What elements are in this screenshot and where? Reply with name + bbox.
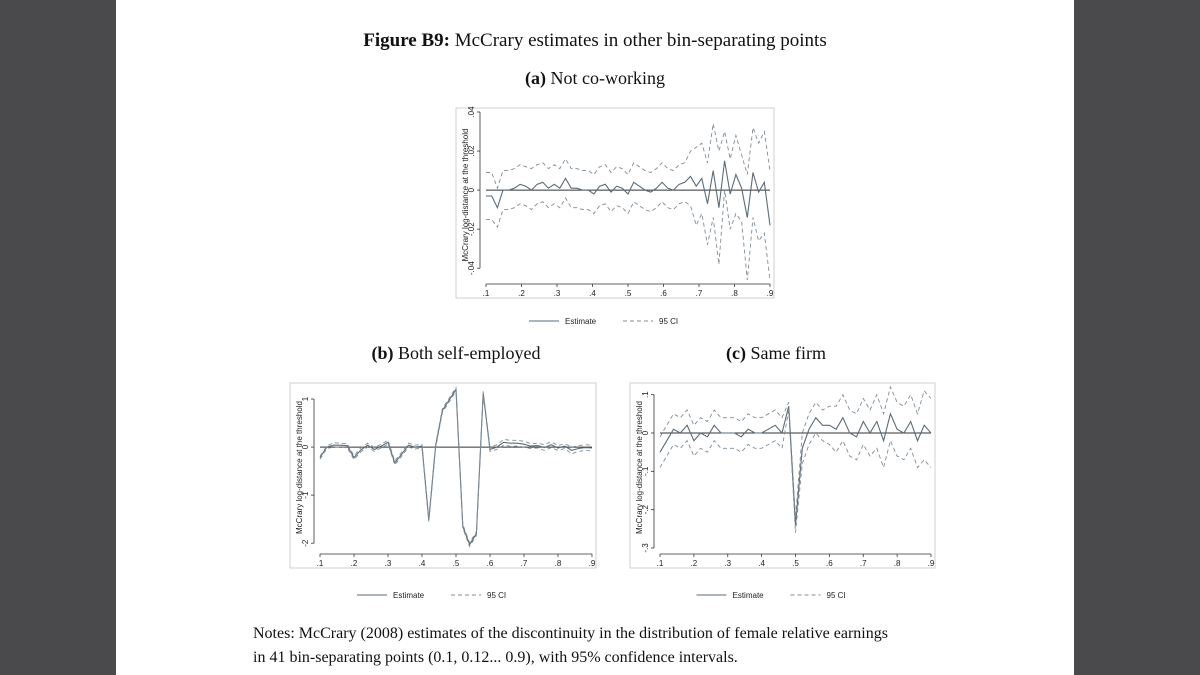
x-tick-label: .2	[518, 289, 525, 298]
x-tick-label: .7	[521, 559, 528, 568]
x-tick-label: .3	[385, 559, 392, 568]
y-axis-label: McCrary log-distance at the threshold	[295, 401, 304, 534]
chart-c: -.3 -.2 -.1 0 .1 McCrary log-distance at the …	[629, 382, 936, 604]
legend-ci-label: 95 CI	[827, 591, 846, 600]
y-tick-label: -2	[301, 539, 310, 547]
x-tick-label: .1	[483, 289, 490, 298]
panel-b-subtitle-text: Both self-employed	[398, 343, 541, 363]
series-estimate-line	[486, 160, 771, 226]
legend-box	[525, 314, 705, 330]
document-page: Figure B9: McCrary estimates in other bi…	[116, 0, 1074, 675]
x-tick-label: .5	[792, 559, 799, 568]
x-tick-label: .5	[453, 559, 460, 568]
legend-ci-label: 95 CI	[659, 317, 678, 326]
y-tick-label: 0	[641, 430, 650, 435]
x-tick-label: .3	[554, 289, 561, 298]
series-estimate-line	[319, 387, 593, 546]
panel-c-subtitle-text: Same firm	[750, 343, 826, 363]
y-tick-label: -.2	[641, 504, 650, 514]
panel-a-label: (a)	[525, 68, 546, 88]
y-tick-label: 0	[301, 444, 310, 449]
x-tick-label: .6	[487, 559, 494, 568]
x-tick-label: .3	[724, 559, 731, 568]
y-axis-label: McCrary log-distance at the threshold	[635, 401, 644, 534]
figure-notes: Notes: McCrary (2008) estimates of the d…	[253, 622, 1013, 670]
x-tick-label: .8	[894, 559, 901, 568]
x-tick-label: .2	[691, 559, 698, 568]
x-tick-label: .1	[657, 559, 664, 568]
panel-b-subtitle: (b) Both self-employed	[316, 343, 596, 364]
y-tick-label: .02	[467, 145, 476, 157]
figure-title: Figure B9: McCrary estimates in other bi…	[116, 30, 1074, 52]
panel-b-label: (b)	[371, 343, 394, 363]
series-ci-lower-line	[486, 190, 771, 281]
y-tick-label: .1	[641, 391, 650, 398]
x-tick-label: .4	[419, 559, 426, 568]
series-estimate-line	[659, 406, 932, 526]
series-ci-lower-line	[659, 409, 932, 533]
figure-label: Figure B9:	[363, 30, 450, 51]
y-tick-label: -1	[301, 491, 310, 499]
x-tick-label: .5	[625, 289, 632, 298]
panel-a-subtitle: (a) Not co-working	[116, 68, 1074, 89]
legend-box	[692, 588, 873, 604]
y-tick-label: -.3	[641, 543, 650, 553]
series-ci-upper-line	[319, 386, 593, 544]
y-tick-label: 1	[301, 396, 310, 401]
panel-c-subtitle: (c) Same firm	[676, 343, 876, 364]
chart-a: -.04 -.02 0 .02 .04 McCrary log-distance at t…	[455, 106, 775, 330]
y-tick-label: -.1	[641, 466, 650, 476]
y-axis-label: McCrary log-distance at the threshold	[461, 129, 470, 262]
x-tick-label: .2	[351, 559, 358, 568]
figure-title-text: McCrary estimates in other bin-separatin…	[454, 30, 827, 51]
series-ci-lower-line	[319, 389, 593, 548]
y-tick-label: -.02	[467, 222, 476, 236]
x-tick-label: .1	[317, 559, 324, 568]
x-tick-label: .4	[758, 559, 765, 568]
x-tick-label: .9	[928, 559, 935, 568]
legend-estimate-label: Estimate	[393, 591, 425, 600]
y-tick-label: 0	[467, 187, 476, 192]
notes-line-1: Notes: McCrary (2008) estimates of the d…	[253, 625, 888, 642]
chart-frame	[455, 107, 775, 299]
panel-a-subtitle-text: Not co-working	[550, 68, 665, 88]
legend-estimate-label: Estimate	[733, 591, 765, 600]
legend-ci-label: 95 CI	[487, 591, 506, 600]
legend-estimate-label: Estimate	[565, 317, 597, 326]
x-tick-label: .6	[660, 289, 667, 298]
y-tick-label: .04	[467, 106, 476, 118]
x-tick-label: .4	[589, 289, 596, 298]
chart-frame	[629, 382, 936, 569]
y-tick-label: -.04	[467, 261, 476, 275]
legend-box	[353, 588, 533, 604]
chart-frame	[289, 382, 597, 569]
charts-canvas: -.04 -.02 0 .02 .04 McCrary log-distance at t…	[289, 106, 936, 604]
series-ci-upper-line	[659, 385, 932, 518]
notes-line-2: in 41 bin-separating points (0.1, 0.12..…	[253, 649, 738, 666]
x-tick-label: .8	[555, 559, 562, 568]
x-tick-label: .6	[826, 559, 833, 568]
x-tick-label: .7	[860, 559, 867, 568]
panel-c-label: (c)	[726, 343, 746, 363]
x-tick-label: .9	[589, 559, 596, 568]
x-tick-label: .9	[767, 289, 774, 298]
x-tick-label: .7	[696, 289, 703, 298]
series-ci-upper-line	[486, 123, 771, 190]
x-tick-label: .8	[731, 289, 738, 298]
